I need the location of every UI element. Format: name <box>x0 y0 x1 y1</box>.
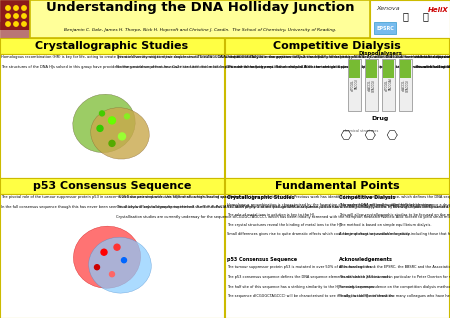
Text: Competitive dialysis or competition dialysis was initially described by Sen and : Competitive dialysis or competition dial… <box>226 55 450 69</box>
Text: Xenova: Xenova <box>376 5 400 10</box>
Bar <box>225 38 449 178</box>
Text: d(TCGG-
TACCG): d(TCGG- TACCG) <box>351 79 359 91</box>
Circle shape <box>114 244 120 250</box>
Ellipse shape <box>89 237 151 293</box>
Text: Homologous recombination (HR) is key for life, acting to create genetic diversit: Homologous recombination (HR) is key for… <box>1 55 450 69</box>
Text: d(ACCG-
GTACCG): d(ACCG- GTACCG) <box>401 79 410 92</box>
Circle shape <box>99 111 104 116</box>
Circle shape <box>94 265 99 270</box>
Bar <box>30 0 370 38</box>
Circle shape <box>125 114 130 119</box>
Text: Benjamin C. Gale, James H. Thorpe, Nick H. Hopcroft and Christine J. Cardin.  Th: Benjamin C. Gale, James H. Thorpe, Nick … <box>64 28 336 32</box>
Bar <box>225 178 449 194</box>
Bar <box>0 38 224 54</box>
Text: ~50S base pair sequence, this represents a high level of specificity.

This stud: ~50S base pair sequence, this represents… <box>117 195 450 218</box>
Text: Dispodialysers: Dispodialysers <box>358 51 402 56</box>
Circle shape <box>109 272 114 277</box>
Text: The tumour suppressor protein p53 is mutated in over 50% of all human cancers.

: The tumour suppressor protein p53 is mut… <box>227 265 394 298</box>
Circle shape <box>14 6 18 10</box>
Text: chemical structures: chemical structures <box>343 129 378 133</box>
Text: HeliX: HeliX <box>428 7 448 13</box>
Bar <box>225 178 449 318</box>
Circle shape <box>122 258 126 263</box>
Circle shape <box>22 14 26 18</box>
Bar <box>365 59 378 111</box>
Bar <box>0 194 224 318</box>
Text: Competitive Dialysis: Competitive Dialysis <box>339 195 395 200</box>
Circle shape <box>109 141 115 146</box>
Circle shape <box>101 249 107 255</box>
Circle shape <box>6 6 10 10</box>
Bar <box>0 54 224 178</box>
Bar <box>0 22 30 30</box>
Bar <box>383 60 394 78</box>
Text: p53 Consensus Sequence: p53 Consensus Sequence <box>33 181 191 191</box>
Text: 🦋: 🦋 <box>402 11 408 21</box>
Text: Crystallographic Studies: Crystallographic Studies <box>36 41 189 51</box>
Text: Acknowledgements: Acknowledgements <box>339 257 393 262</box>
Bar <box>382 59 395 111</box>
Text: This experiment will seek to determine which sequence a drug preferentially bind: This experiment will seek to determine w… <box>339 203 450 236</box>
Bar <box>349 60 360 78</box>
Bar <box>0 38 224 178</box>
Text: Competitive Dialysis: Competitive Dialysis <box>273 41 401 51</box>
Text: d(TCGG-
TACCGA): d(TCGG- TACCGA) <box>384 79 393 92</box>
Text: Understanding the DNA Holliday Junction: Understanding the DNA Holliday Junction <box>46 1 354 13</box>
Ellipse shape <box>91 108 149 159</box>
Circle shape <box>14 22 18 26</box>
Circle shape <box>6 22 10 26</box>
Bar <box>0 178 224 194</box>
Circle shape <box>6 14 10 18</box>
Bar <box>225 194 449 318</box>
Circle shape <box>108 117 116 124</box>
Text: 🧬: 🧬 <box>422 11 428 21</box>
Circle shape <box>97 125 103 131</box>
Circle shape <box>22 6 26 10</box>
Text: p53 Consensus Sequence: p53 Consensus Sequence <box>227 257 297 262</box>
Bar <box>225 54 449 178</box>
Text: The pivotal role of the tumour suppressor protein p53 in cancer is well document: The pivotal role of the tumour suppresso… <box>1 195 450 209</box>
Bar <box>225 38 449 54</box>
Ellipse shape <box>73 94 135 153</box>
Text: After funding I thank the EPSRC, the BBSRC and the Association for International: After funding I thank the EPSRC, the BBS… <box>339 265 450 298</box>
Bar <box>400 60 411 78</box>
Bar <box>399 59 412 111</box>
Bar <box>0 0 30 38</box>
Ellipse shape <box>73 226 140 288</box>
Circle shape <box>118 133 126 140</box>
Bar <box>370 0 450 38</box>
Bar <box>348 59 361 111</box>
Text: Drug: Drug <box>372 116 389 121</box>
Bar <box>0 178 224 318</box>
Circle shape <box>22 22 26 26</box>
Text: intercalate into some of the oligonucleotide sequences and further displace the : intercalate into some of the oligonucleo… <box>415 55 450 69</box>
Bar <box>374 22 396 34</box>
Text: Fundamental Points: Fundamental Points <box>274 181 399 191</box>
Text: Crystallographic Studies: Crystallographic Studies <box>227 195 294 200</box>
Circle shape <box>14 14 18 18</box>
Text: EPSRC: EPSRC <box>376 25 394 31</box>
Bar <box>0 30 30 38</box>
Text: d(ACCG-
GTACCG): d(ACCG- GTACCG) <box>367 79 376 92</box>
Bar <box>366 60 377 78</box>
Text: Homologous recombination is characterised by the formation of branched DNA molec: Homologous recombination is characterise… <box>227 203 433 236</box>
Text: This work has investigated two sequences d(TCGGTACCGA) and d(ACCGGTACCG) in the : This work has investigated two sequences… <box>117 55 450 69</box>
